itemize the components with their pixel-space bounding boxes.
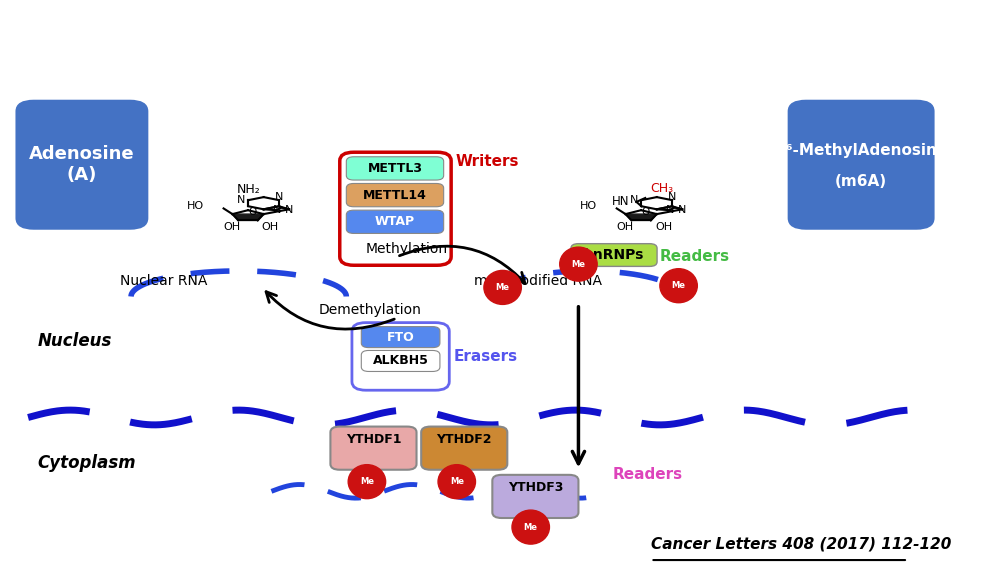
Text: Methylation: Methylation — [366, 242, 448, 256]
Ellipse shape — [438, 465, 475, 499]
Text: Readers: Readers — [660, 249, 730, 264]
FancyBboxPatch shape — [571, 244, 657, 266]
FancyBboxPatch shape — [361, 327, 440, 348]
Polygon shape — [626, 214, 657, 220]
Text: METTL14: METTL14 — [363, 189, 427, 202]
Ellipse shape — [660, 269, 697, 303]
Ellipse shape — [484, 270, 521, 304]
Text: Erasers: Erasers — [454, 349, 518, 364]
Text: O: O — [642, 207, 650, 217]
Text: Me: Me — [672, 281, 686, 290]
FancyBboxPatch shape — [361, 350, 440, 371]
Text: YTHDF2: YTHDF2 — [437, 433, 492, 446]
Text: FTO: FTO — [387, 331, 414, 344]
Text: N: N — [630, 195, 638, 205]
Ellipse shape — [560, 247, 597, 281]
FancyBboxPatch shape — [340, 152, 451, 265]
Ellipse shape — [348, 465, 386, 499]
Text: N: N — [666, 204, 674, 215]
Text: Me: Me — [360, 477, 374, 486]
FancyBboxPatch shape — [330, 427, 417, 470]
Text: HO: HO — [580, 201, 597, 211]
Text: N: N — [678, 204, 686, 215]
Text: (m6A): (m6A) — [835, 174, 887, 189]
Text: YTHDF1: YTHDF1 — [346, 433, 401, 446]
Text: CH₃: CH₃ — [650, 182, 673, 195]
Text: N⁶-MethylAdenosine: N⁶-MethylAdenosine — [774, 143, 948, 158]
Text: Nucleus: Nucleus — [37, 332, 112, 350]
FancyBboxPatch shape — [421, 427, 507, 470]
Ellipse shape — [512, 510, 549, 544]
FancyBboxPatch shape — [346, 157, 444, 180]
Text: Me: Me — [524, 523, 538, 532]
FancyBboxPatch shape — [17, 101, 147, 228]
Text: Cytoplasm: Cytoplasm — [37, 454, 136, 472]
Text: O: O — [249, 207, 257, 217]
FancyBboxPatch shape — [352, 323, 449, 390]
Text: N: N — [237, 195, 245, 205]
Text: Me: Me — [450, 477, 464, 486]
Text: OH: OH — [617, 223, 634, 232]
Text: OH: OH — [262, 222, 279, 232]
Text: NH₂: NH₂ — [236, 182, 260, 195]
Text: Demethylation: Demethylation — [318, 303, 421, 316]
FancyBboxPatch shape — [789, 101, 933, 228]
Text: Readers: Readers — [613, 467, 683, 482]
Text: N: N — [275, 193, 283, 202]
Text: HO: HO — [187, 201, 204, 211]
Text: YTHDF3: YTHDF3 — [508, 481, 563, 494]
Text: N: N — [285, 204, 293, 215]
Text: m⁶A-modified RNA: m⁶A-modified RNA — [474, 274, 602, 288]
FancyBboxPatch shape — [346, 210, 444, 233]
Text: N: N — [273, 204, 281, 215]
Text: Adenosine
(A): Adenosine (A) — [29, 145, 135, 184]
Text: hnRNPs: hnRNPs — [584, 248, 644, 262]
Text: METTL3: METTL3 — [367, 162, 422, 175]
Text: HN: HN — [611, 195, 629, 208]
Text: Me: Me — [571, 260, 585, 269]
Text: Me: Me — [496, 283, 510, 292]
Text: ALKBH5: ALKBH5 — [373, 354, 429, 367]
FancyBboxPatch shape — [346, 183, 444, 207]
Text: OH: OH — [224, 223, 241, 232]
FancyBboxPatch shape — [492, 475, 578, 518]
Polygon shape — [232, 214, 264, 220]
Text: Nuclear RNA: Nuclear RNA — [120, 274, 207, 288]
Text: WTAP: WTAP — [375, 215, 415, 228]
Text: N: N — [668, 193, 676, 202]
Text: Cancer Letters 408 (2017) 112-120: Cancer Letters 408 (2017) 112-120 — [651, 537, 951, 552]
Text: OH: OH — [655, 222, 672, 232]
Text: Writers: Writers — [456, 154, 519, 169]
